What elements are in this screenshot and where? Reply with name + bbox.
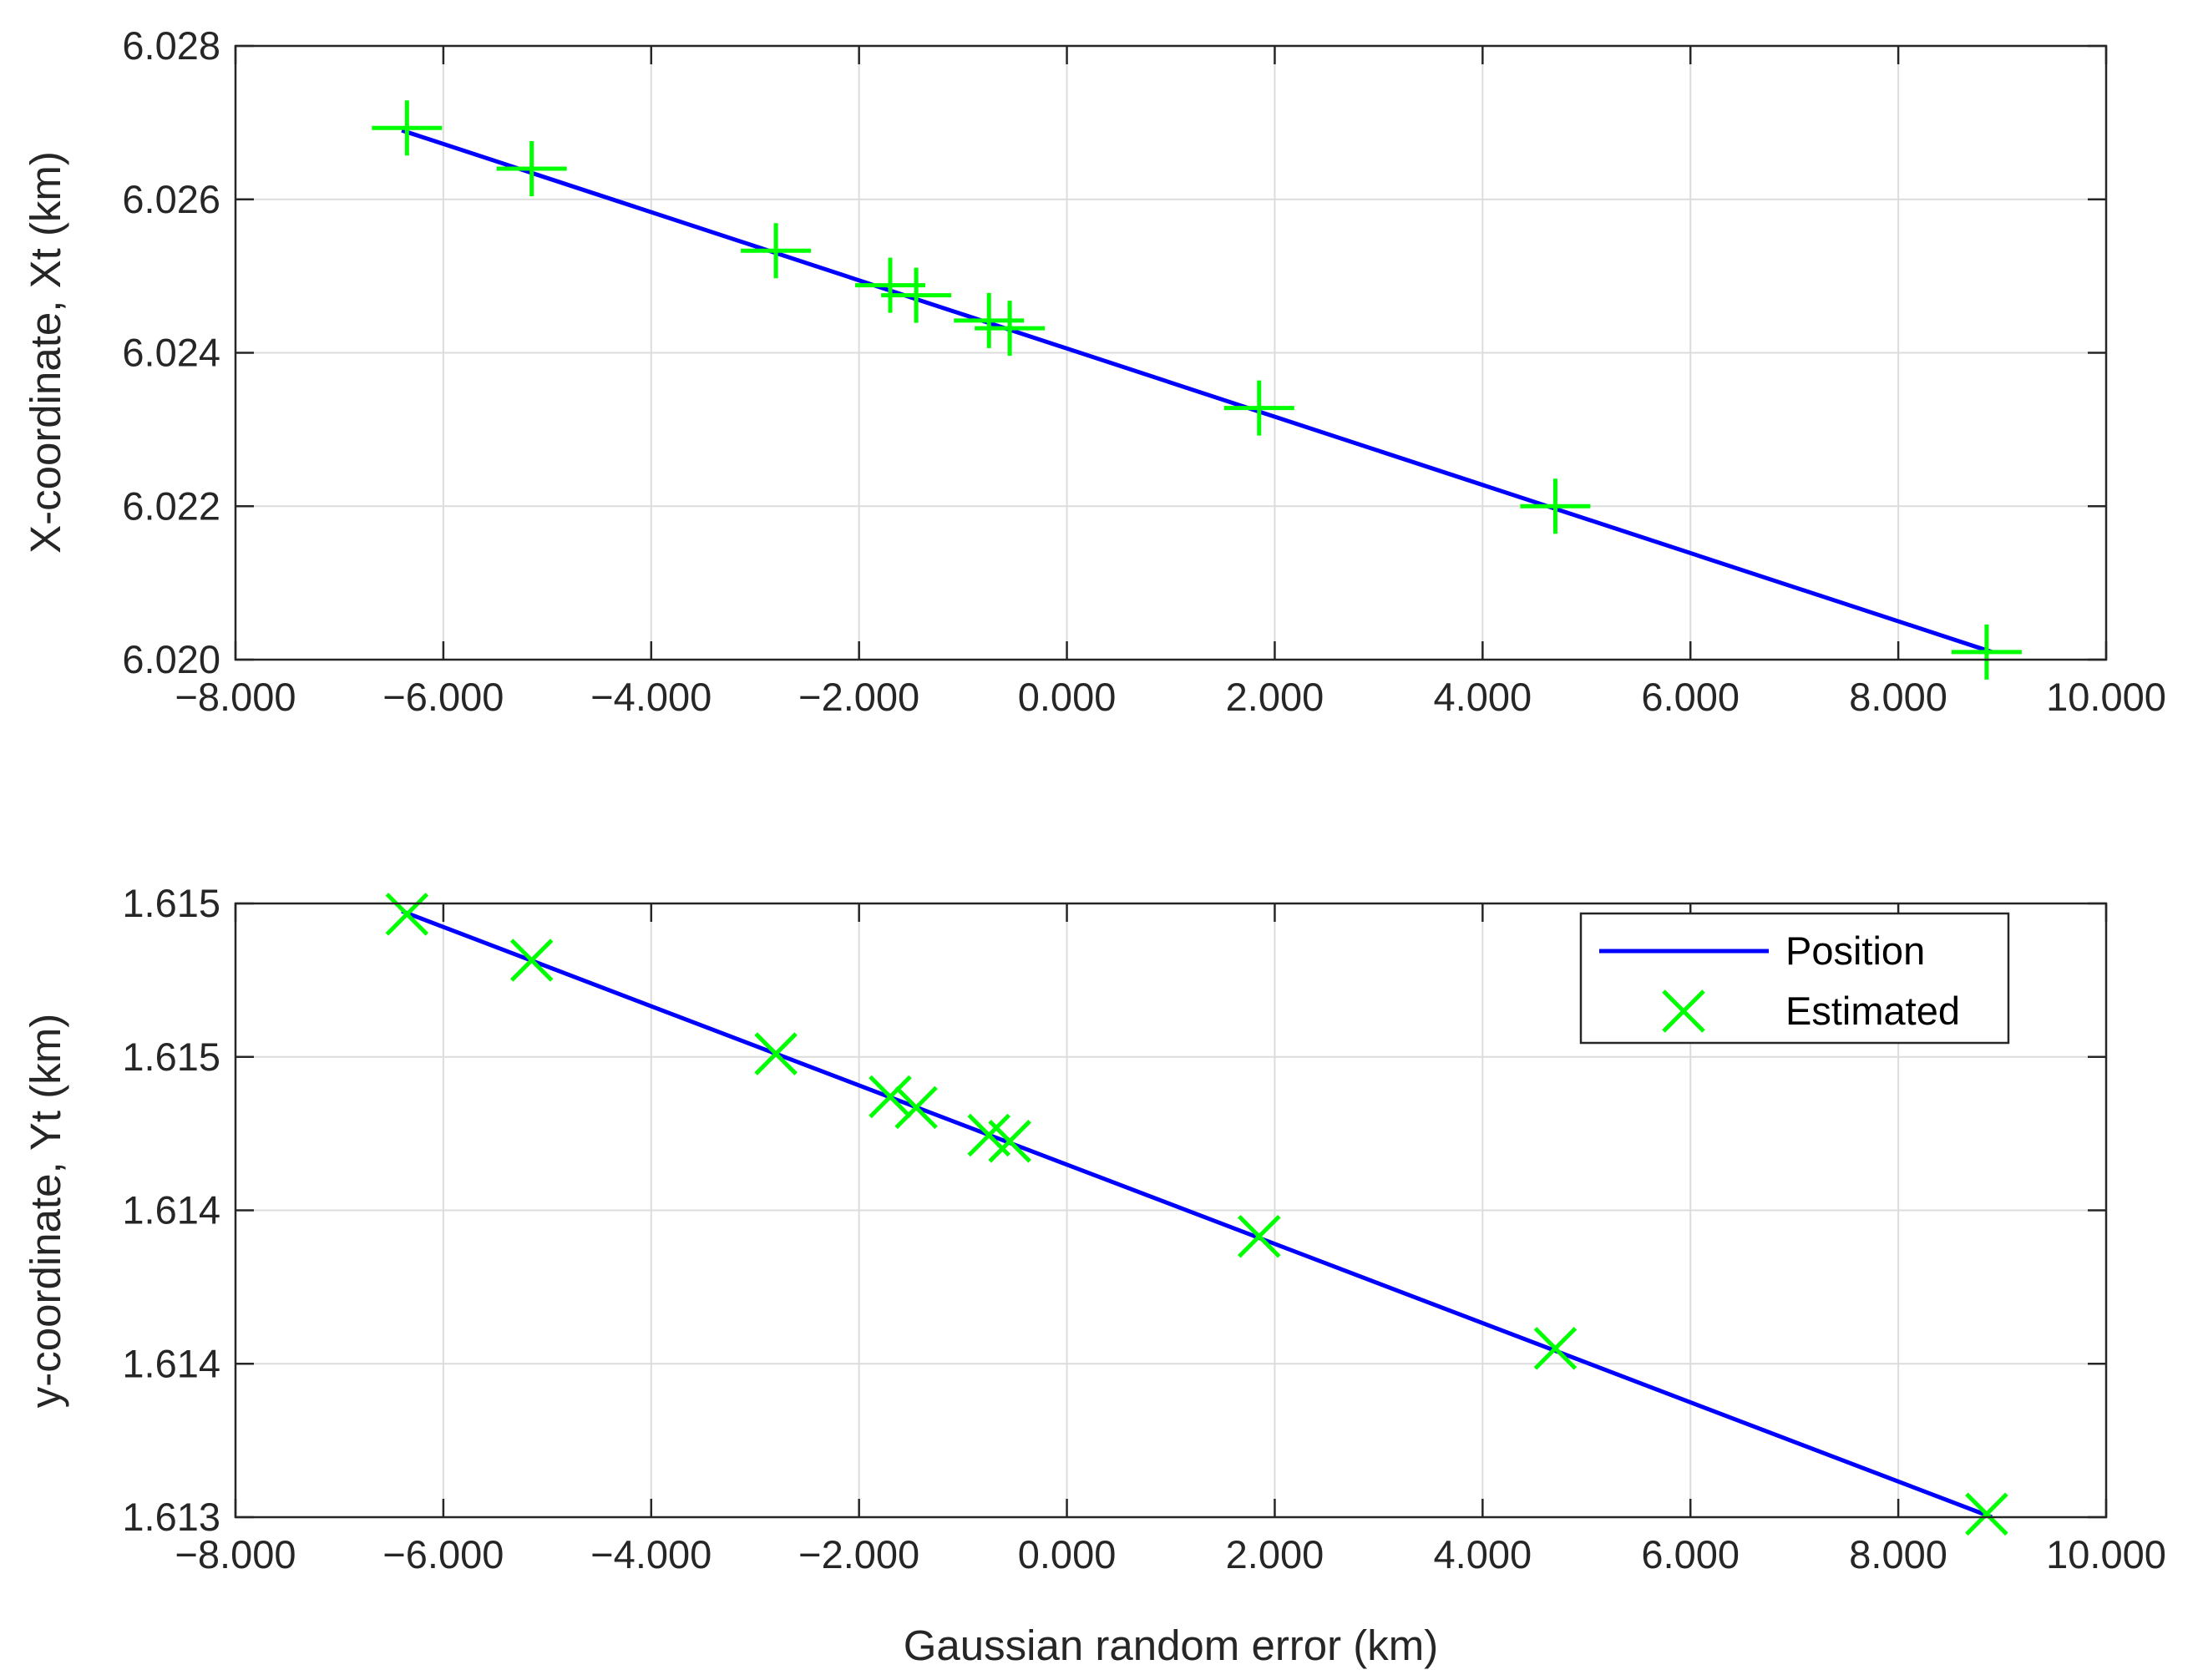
legend-position-label: Position [1785,929,1925,973]
bottom-x-tick-label: 10.000 [2046,1532,2166,1576]
bottom-x-tick-label: 0.000 [1018,1532,1117,1576]
top-y-tick-label: 6.026 [122,177,220,221]
top-y-tick-label: 6.020 [122,637,220,681]
top-x-tick-label: 4.000 [1434,675,1532,719]
top-ticks: −8.000 −6.000 −4.000 −2.000 0.000 2.000 4.000 6… [122,23,2166,719]
bottom-estimated-marker [509,939,554,982]
bottom-x-tick-label: −2.000 [798,1532,919,1576]
top-estimated-marker [855,257,925,313]
legend: Position Estimated [1579,912,2010,1045]
top-estimated-marker [496,141,567,196]
top-estimated-marker [372,100,443,156]
bottom-y-axis-label: y-coordinate, Yt (km) [22,1014,69,1408]
bottom-estimated-marker [869,1075,912,1119]
bottom-y-tick-label: 1.614 [122,1341,220,1385]
bottom-estimated-marker [754,1032,798,1075]
bottom-y-tick-label: 1.613 [122,1495,220,1539]
bottom-x-tick-label: −4.000 [590,1532,712,1576]
legend-box [1579,912,2010,1045]
top-y-tick-label: 6.022 [122,483,220,528]
top-x-tick-label: 6.000 [1641,675,1740,719]
bottom-estimated-marker [385,893,429,936]
bottom-position-line [401,908,1993,1520]
bottom-estimated-marker [894,1085,938,1130]
bottom-estimated-marker [988,1120,1031,1163]
bottom-x-tick-label: 8.000 [1849,1532,1947,1576]
bottom-x-axis-label: Gaussian random error (km) [904,1622,1439,1669]
top-x-tick-label: 0.000 [1018,675,1117,719]
bottom-estimated-marker [1533,1327,1578,1370]
bottom-estimated-marker [1238,1214,1281,1258]
bottom-estimated-marker [1965,1492,2008,1536]
bottom-series [385,893,2008,1536]
top-x-tick-label: −6.000 [382,675,504,719]
top-y-tick-label: 6.024 [122,331,220,375]
top-x-tick-label: −4.000 [590,675,712,719]
top-y-axis-label: X-coordinate, Xt (km) [22,151,69,554]
top-estimated-marker [741,223,812,279]
bottom-y-tick-label: 1.615 [122,1035,220,1079]
bottom-x-tick-label: −8.000 [175,1532,296,1576]
bottom-panel: −8.000 −6.000 −4.000 −2.000 0.000 2.000 4.000 6… [22,881,2166,1669]
top-estimated-marker [1223,380,1294,436]
top-x-tick-label: 2.000 [1226,675,1324,719]
top-position-line [401,128,1993,655]
top-panel: −8.000 −6.000 −4.000 −2.000 0.000 2.000 4.000 6… [22,23,2166,719]
bottom-y-tick-label: 1.615 [122,881,220,925]
bottom-y-tick-label: 1.614 [122,1188,220,1232]
top-x-tick-label: 10.000 [2046,675,2166,719]
top-x-tick-label: 8.000 [1849,675,1947,719]
top-x-tick-label: −2.000 [798,675,919,719]
top-x-tick-label: −8.000 [175,675,296,719]
bottom-x-tick-label: 6.000 [1641,1532,1740,1576]
bottom-x-tick-label: 4.000 [1434,1532,1532,1576]
bottom-x-tick-label: −6.000 [382,1532,504,1576]
top-estimated-marker [1951,624,2022,680]
top-y-tick-label: 6.028 [122,23,220,68]
bottom-ticks: −8.000 −6.000 −4.000 −2.000 0.000 2.000 4.000 6… [122,881,2166,1576]
legend-estimated-label: Estimated [1785,989,1960,1033]
top-series [372,100,2022,680]
top-estimated-marker [975,301,1046,357]
legend-estimated-swatch [1662,989,1705,1033]
top-estimated-marker [881,267,952,323]
top-estimated-marker [1520,478,1591,534]
bottom-x-tick-label: 2.000 [1226,1532,1324,1576]
top-estimated-marker [954,292,1025,348]
